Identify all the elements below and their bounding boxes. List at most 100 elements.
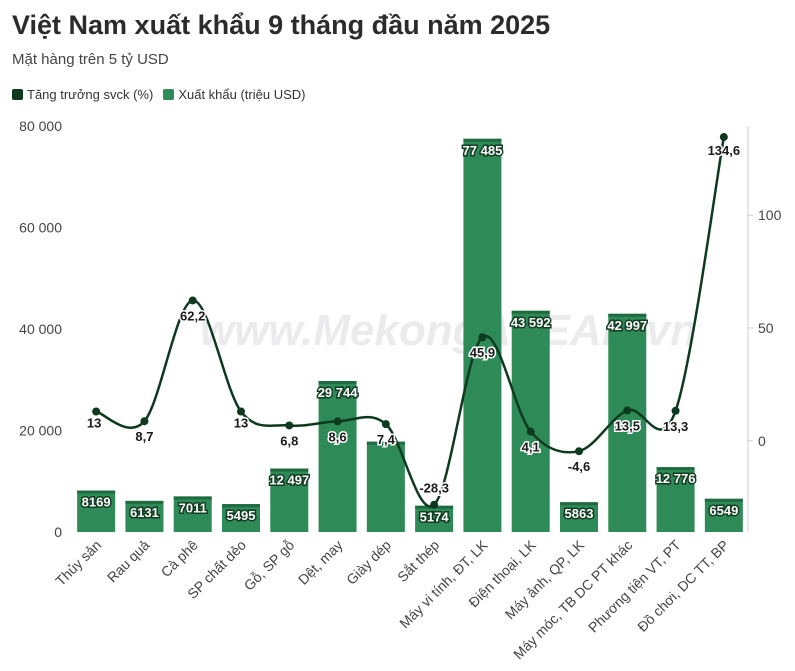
growth-point [719,133,728,142]
growth-label: 62,2 [180,308,205,323]
export-bar-label: 29 744 [318,385,359,400]
export-bar-label: 6131 [130,505,159,520]
legend-item-export: Xuất khẩu (triệu USD) [163,87,305,102]
export-bar [270,468,309,532]
export-bar-label: 7011 [179,500,207,515]
export-bar-label: 42 997 [607,318,647,333]
export-bar [560,502,598,532]
right-tick-label: 0 [758,433,766,449]
growth-label: 4,1 [522,440,540,455]
export-bar [366,441,405,532]
left-tick-label: 60 000 [19,220,62,236]
export-bar [656,467,695,532]
growth-label: 7,4 [377,432,396,447]
growth-point [140,417,149,426]
export-bar [511,310,550,532]
export-bar-label: 8169 [82,495,111,510]
x-tick-label: Máy vi tính, ĐT, LK [396,536,491,631]
growth-point [430,500,439,509]
growth-label: 45,9 [470,345,495,360]
export-bar-cap [560,502,598,506]
x-tick-label: Phương tiện VT, PT [585,536,684,635]
export-bar-cap [656,467,695,471]
growth-label: 8,7 [135,429,153,444]
legend-label-growth: Tăng trưởng svck (%) [27,87,154,102]
left-tick-label: 20 000 [19,423,62,439]
legend-swatch-export [163,89,175,100]
export-bar-cap [125,500,164,504]
growth-point [285,421,294,430]
growth-label: 6,8 [280,433,298,448]
export-bar [173,496,212,532]
growth-point [623,406,632,415]
growth-point [188,296,197,305]
legend: Tăng trưởng svck (%) Xuất khẩu (triệu US… [12,87,305,102]
right-axis: 0 50 100 [747,126,782,532]
export-bar-cap [318,381,357,385]
export-bar [318,381,357,532]
export-bar-label: 5174 [420,510,450,525]
growth-point [92,407,101,416]
growth-point [671,406,680,415]
growth-label: 8,6 [329,429,347,444]
export-bar-cap [77,490,116,494]
chart-subtitle: Mặt hàng trên 5 tỷ USD [12,51,169,68]
x-tick-label: Thủy sản [52,537,104,589]
export-bar-cap [608,313,647,317]
legend-swatch-growth [12,89,23,100]
export-bar-cap [222,504,260,508]
growth-label: 13 [87,415,101,430]
growth-point [575,447,583,456]
bar-labels: 8169 6131 7011 5495 12 497 29 744 5174 77 485 43… [80,141,740,526]
growth-label: 13 [234,415,248,430]
growth-point [526,427,535,436]
legend-label-export: Xuất khẩu (triệu USD) [178,87,306,102]
growth-point [333,417,342,426]
growth-point [478,333,487,342]
export-bar-label: 6549 [709,503,738,518]
left-tick-label: 0 [54,524,62,540]
export-bar-label: 12 776 [656,471,696,486]
export-bar-label: 5863 [565,506,594,521]
growth-label: 134,6 [708,143,741,158]
x-tick-label: Cà phê [158,537,201,580]
x-tick-label: Sắt thép [394,537,442,585]
right-tick-label: 100 [758,207,782,223]
export-bar-label: 12 497 [269,473,309,488]
export-bar-cap [463,138,502,142]
export-bar [125,500,164,532]
export-bar-cap [366,441,405,445]
growth-point [237,407,245,416]
bars [77,138,743,533]
growth-label: -28,3 [419,481,449,496]
export-bar-cap [270,468,309,472]
x-tick-label: Đồ chơi, DC TT, BP [634,537,732,635]
left-axis: 0 20 000 40 000 60 000 80 000 [19,118,62,540]
x-tick-label: Giày dép [343,537,394,588]
export-bar [222,504,260,532]
export-bar-cap [704,498,743,502]
export-bar [704,498,743,532]
export-bar-label: 43 592 [511,315,551,330]
export-bar-cap [511,310,550,314]
export-bar-label: 77 485 [463,143,503,158]
x-tick-label: Dệt, may [295,537,346,588]
export-bar-label: 5495 [227,508,256,523]
legend-item-growth: Tăng trưởng svck (%) [12,87,153,102]
export-bar [77,490,116,532]
chart-title: Việt Nam xuất khẩu 9 tháng đầu năm 2025 [12,10,551,40]
export-bar [415,505,454,532]
export-bar [608,313,647,532]
export-bar-cap [173,496,212,500]
growth-label: -4,6 [568,459,590,474]
x-tick-label: Gỗ, SP gỗ [241,537,298,594]
growth-label: 13,5 [615,418,640,433]
growth-line-layer: 13 8,7 62,2 13 6,8 8,6 7,4 -28,3 45,9 4,1 -4,6 13,5… [85,133,742,509]
growth-label: 13,3 [663,419,688,434]
x-tick-label: Rau quả [104,537,153,586]
right-tick-label: 50 [758,320,774,336]
growth-point [381,420,390,429]
left-tick-label: 40 000 [19,321,62,337]
